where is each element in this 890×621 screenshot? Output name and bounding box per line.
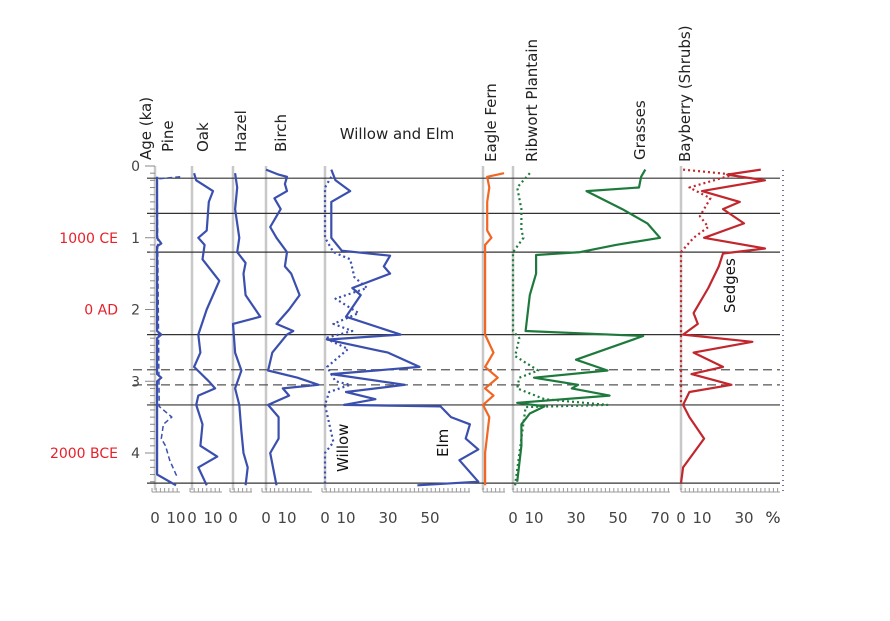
series-pine bbox=[156, 176, 177, 487]
panel-header: Grasses bbox=[631, 100, 649, 160]
sedges-label: Sedges bbox=[721, 258, 739, 313]
x-tick-label: 0 bbox=[508, 509, 518, 527]
era-label: 1000 CE bbox=[59, 231, 118, 247]
x-tick-label: 10 bbox=[277, 509, 296, 527]
panel-header: Pine bbox=[159, 120, 177, 152]
x-tick-label: 0 bbox=[676, 509, 686, 527]
series-oak bbox=[193, 172, 221, 486]
panel-header: Ribwort Plantain bbox=[523, 39, 541, 162]
x-tick-label: 10 bbox=[524, 509, 543, 527]
y-tick-label: 4 bbox=[131, 446, 140, 462]
y-tick-label: 2 bbox=[131, 303, 140, 319]
series-grasses bbox=[516, 169, 662, 482]
x-tick-label: 50 bbox=[608, 509, 627, 527]
series-birch bbox=[265, 168, 320, 486]
x-tick-label: 10 bbox=[692, 509, 711, 527]
x-tick-label: 30 bbox=[378, 509, 397, 527]
panel-header: Hazel bbox=[232, 110, 250, 152]
y-tick-label: 1 bbox=[131, 231, 140, 247]
x-tick-label: 10 bbox=[203, 509, 222, 527]
x-tick-label: 0 bbox=[320, 509, 330, 527]
panel-header: Bayberry (Shrubs) bbox=[676, 25, 694, 162]
x-tick-label: 70 bbox=[650, 509, 669, 527]
x-tick-label: 0 bbox=[228, 509, 238, 527]
x-tick-label: 0 bbox=[150, 509, 160, 527]
series-bayberry bbox=[679, 168, 735, 403]
panel-header: Birch bbox=[272, 114, 290, 152]
era-label: 2000 BCE bbox=[50, 446, 118, 462]
x-tick-label: 30 bbox=[734, 509, 753, 527]
series-pine-dashed- bbox=[156, 176, 181, 479]
series-sedges bbox=[679, 168, 767, 484]
panel-header: Willow and Elm bbox=[340, 125, 454, 143]
x-tick-label: 0 bbox=[187, 509, 197, 527]
x-tick-label: 30 bbox=[566, 509, 585, 527]
panel-header: Oak bbox=[194, 122, 212, 152]
x-tick-label: 10 bbox=[166, 509, 185, 527]
x-tick-label: 10 bbox=[336, 509, 355, 527]
series-willow bbox=[323, 176, 369, 486]
series-eagle-fern bbox=[481, 172, 505, 486]
elm-label: Elm bbox=[434, 429, 452, 457]
x-tick-label: 50 bbox=[420, 509, 439, 527]
percent-label: % bbox=[765, 508, 780, 527]
y-tick-label: 0 bbox=[131, 159, 140, 175]
y-axis-title: Age (ka) bbox=[137, 97, 155, 160]
willow-label: Willow bbox=[334, 424, 352, 472]
series-ribwort-plantain bbox=[511, 172, 609, 486]
series-hazel bbox=[231, 173, 262, 486]
series-elm bbox=[326, 169, 480, 487]
y-tick-label: 3 bbox=[131, 374, 140, 390]
era-label: 0 AD bbox=[84, 303, 118, 319]
panel-header: Eagle Fern bbox=[482, 83, 500, 162]
x-tick-label: 0 bbox=[261, 509, 271, 527]
